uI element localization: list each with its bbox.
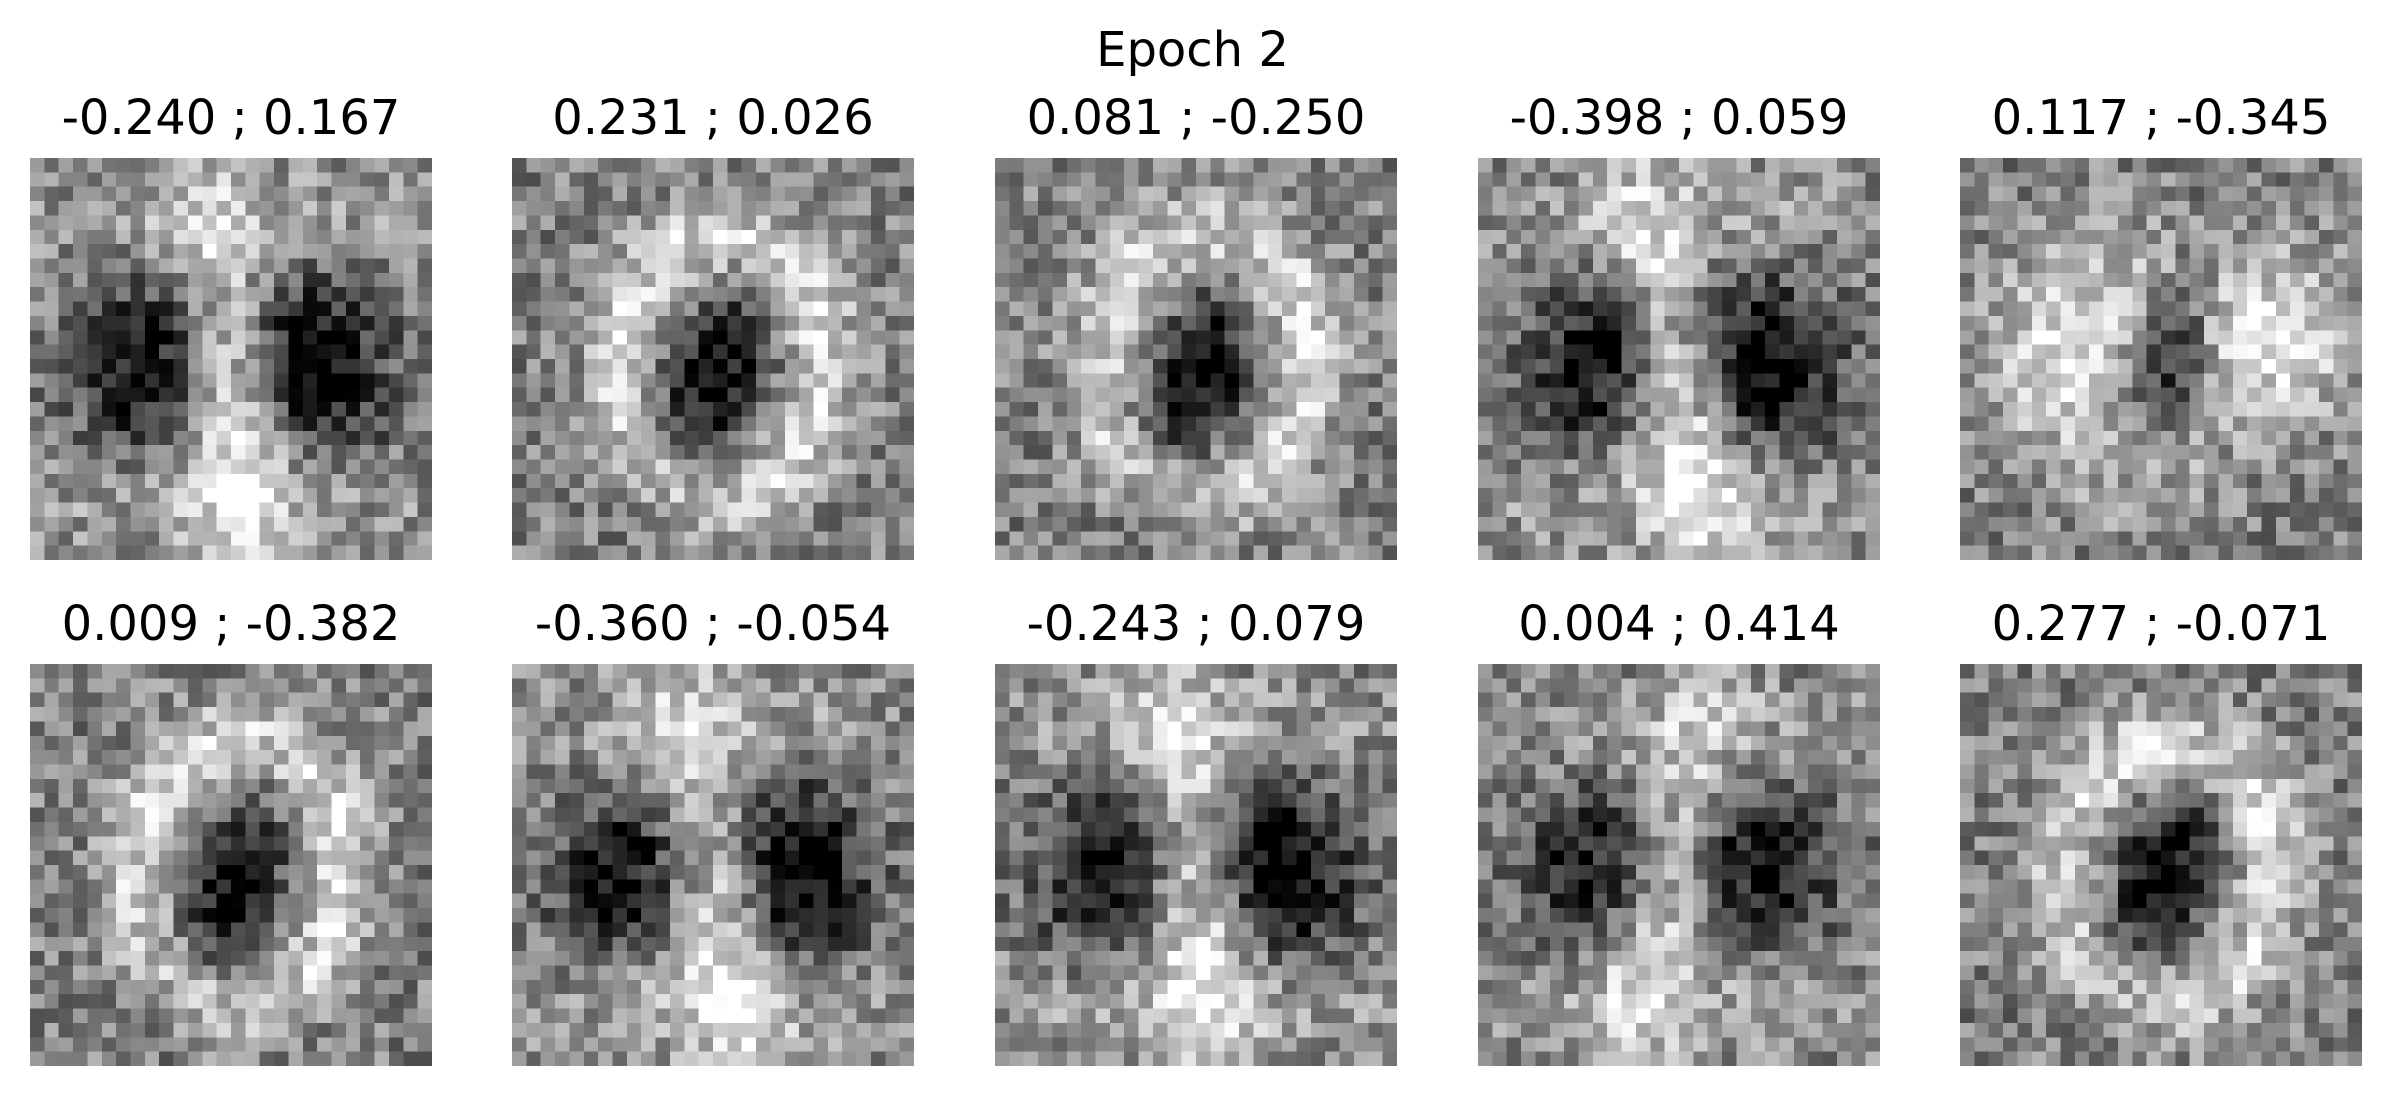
panel-title: 0.117 ; -0.345 — [1991, 90, 2331, 146]
panel-title: -0.243 ; 0.079 — [1026, 596, 1366, 652]
panel-title: 0.009 ; -0.382 — [61, 596, 401, 652]
panel-title: 0.081 ; -0.250 — [1026, 90, 1366, 146]
panel-title: -0.398 ; 0.059 — [1509, 90, 1849, 146]
panel-title: -0.360 ; -0.054 — [534, 596, 892, 652]
generated-digit-image — [512, 664, 914, 1066]
panel-title: 0.277 ; -0.071 — [1991, 596, 2331, 652]
generated-digit-image — [1960, 158, 2362, 560]
figure-suptitle: Epoch 2 — [1096, 22, 1289, 78]
generated-digit-image — [30, 158, 432, 560]
generated-digit-image — [995, 158, 1397, 560]
generated-digit-image — [995, 664, 1397, 1066]
generated-digit-image — [1960, 664, 2362, 1066]
panel-title: -0.240 ; 0.167 — [61, 90, 401, 146]
generated-digit-image — [30, 664, 432, 1066]
panel-title: 0.004 ; 0.414 — [1518, 596, 1840, 652]
generated-digit-image — [1478, 664, 1880, 1066]
generated-digit-image — [512, 158, 914, 560]
panel-title: 0.231 ; 0.026 — [552, 90, 874, 146]
generated-digit-image — [1478, 158, 1880, 560]
